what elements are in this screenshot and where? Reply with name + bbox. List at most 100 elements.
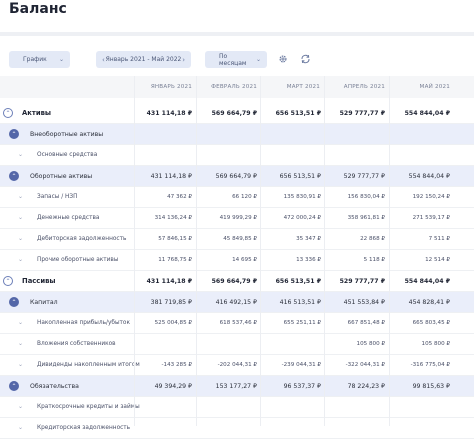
collapse-icon[interactable]: ⌃ bbox=[3, 276, 13, 286]
chevron-down-icon[interactable]: ⌄ bbox=[18, 340, 24, 347]
table-cell: 105 800 ₽ bbox=[356, 341, 385, 347]
chevron-down-icon[interactable]: ⌄ bbox=[18, 256, 24, 263]
table-cell: 271 539,17 ₽ bbox=[412, 215, 450, 221]
chevron-down-icon: ⌄ bbox=[58, 56, 64, 63]
row-label: Краткосрочные кредиты и займы bbox=[37, 404, 140, 410]
table-row[interactable]: ⌄ Дивиденды накопленным итогом -143 285 ₽ -… bbox=[0, 355, 474, 376]
row-label: Внеоборотные активы bbox=[30, 130, 104, 138]
refresh-icon[interactable] bbox=[300, 54, 311, 67]
page-title: Баланс bbox=[9, 1, 67, 17]
group-select[interactable]: По месяцам ⌄ bbox=[205, 51, 267, 68]
chevron-down-icon[interactable]: ⌄ bbox=[18, 235, 24, 242]
table-cell: 358 961,81 ₽ bbox=[347, 215, 385, 221]
table-cell: 22 868 ₽ bbox=[360, 236, 385, 242]
column-header: АПРЕЛЬ 2021 bbox=[343, 84, 385, 90]
table-row[interactable]: ⌄ Вложения собственников 105 800 ₽ 105 800 … bbox=[0, 334, 474, 355]
table-cell: 529 777,77 ₽ bbox=[339, 277, 385, 285]
table-row[interactable]: ⌄ Краткосрочные кредиты и займы bbox=[0, 397, 474, 418]
gear-icon[interactable] bbox=[278, 54, 288, 67]
table-header bbox=[0, 76, 474, 98]
table-cell: 11 768,75 ₽ bbox=[158, 257, 192, 263]
collapse-icon[interactable]: ⌃ bbox=[3, 108, 13, 118]
table-cell: 5 118 ₽ bbox=[363, 257, 385, 263]
chevron-down-icon[interactable]: ⌄ bbox=[18, 424, 24, 431]
table-cell: 554 844,04 ₽ bbox=[404, 109, 450, 117]
table-cell: 472 000,24 ₽ bbox=[283, 215, 321, 221]
table-cell: 554 844,04 ₽ bbox=[404, 277, 450, 285]
table-cell: 45 849,85 ₽ bbox=[223, 236, 257, 242]
table-cell: 655 251,11 ₽ bbox=[283, 320, 321, 326]
table-cell: 66 120 ₽ bbox=[232, 194, 257, 200]
table-cell bbox=[388, 145, 450, 165]
group-row[interactable]: ⌃ Обязательства 49 394,29 ₽ 153 177,27 ₽ 96 … bbox=[0, 376, 474, 397]
column-header: МАРТ 2021 bbox=[286, 84, 320, 90]
row-label: Капитал bbox=[30, 298, 58, 306]
group-row[interactable]: ⌃ Внеоборотные активы bbox=[0, 124, 474, 145]
column-divider bbox=[260, 76, 261, 426]
table-cell: 618 537,46 ₽ bbox=[219, 320, 257, 326]
table-cell: 525 004,85 ₽ bbox=[154, 320, 192, 326]
collapse-icon[interactable]: ⌃ bbox=[9, 171, 19, 181]
table-cell bbox=[130, 124, 192, 144]
table-cell: 105 800 ₽ bbox=[421, 341, 450, 347]
section-row[interactable]: ⌃ Активы 431 114,18 ₽ 569 664,79 ₽ 656 513,5… bbox=[0, 103, 474, 124]
row-label: Дивиденды накопленным итогом bbox=[37, 362, 140, 368]
table-cell: 57 846,15 ₽ bbox=[158, 236, 192, 242]
table-row[interactable]: ⌄ Денежные средства 314 136,24 ₽ 419 999,29… bbox=[0, 208, 474, 229]
column-divider bbox=[134, 76, 135, 426]
table-cell: 96 537,37 ₽ bbox=[283, 382, 321, 390]
table-cell bbox=[323, 145, 385, 165]
collapse-icon[interactable]: ⌃ bbox=[9, 297, 19, 307]
table-cell: 419 999,29 ₽ bbox=[219, 215, 257, 221]
chevron-right-icon[interactable]: › bbox=[182, 55, 185, 64]
table-row[interactable]: ⌄ Кредиторская задолженность bbox=[0, 418, 474, 439]
chevron-down-icon[interactable]: ⌄ bbox=[18, 319, 24, 326]
group-row[interactable]: ⌃ Оборотные активы 431 114,18 ₽ 569 664,79 … bbox=[0, 166, 474, 187]
table-row[interactable]: ⌄ Основные средства bbox=[0, 145, 474, 166]
table-cell bbox=[388, 397, 450, 417]
row-label: Пассивы bbox=[22, 277, 56, 285]
table-cell: 416 513,51 ₽ bbox=[279, 298, 321, 306]
section-row[interactable]: ⌃ Пассивы 431 114,18 ₽ 569 664,79 ₽ 656 513,… bbox=[0, 271, 474, 292]
table-cell: 49 394,29 ₽ bbox=[154, 382, 192, 390]
row-label: Вложения собственников bbox=[37, 341, 116, 347]
table-cell bbox=[195, 124, 257, 144]
collapse-icon[interactable]: ⌃ bbox=[9, 381, 19, 391]
table-cell: 153 177,27 ₽ bbox=[215, 382, 257, 390]
table-cell: 529 777,77 ₽ bbox=[343, 172, 385, 180]
group-row[interactable]: ⌃ Капитал 381 719,85 ₽ 416 492,15 ₽ 416 513,… bbox=[0, 292, 474, 313]
chevron-down-icon[interactable]: ⌄ bbox=[18, 151, 24, 158]
column-header: ФЕВРАЛЬ 2021 bbox=[211, 84, 257, 90]
chevron-down-icon[interactable]: ⌄ bbox=[18, 214, 24, 221]
table-cell: 99 815,63 ₽ bbox=[412, 382, 450, 390]
collapse-icon[interactable]: ⌃ bbox=[9, 129, 19, 139]
table-cell: 431 114,18 ₽ bbox=[146, 109, 192, 117]
table-cell: 656 513,51 ₽ bbox=[275, 277, 321, 285]
table-cell: -239 044,31 ₽ bbox=[281, 362, 321, 368]
table-cell: 529 777,77 ₽ bbox=[339, 109, 385, 117]
chevron-left-icon[interactable]: ‹ bbox=[102, 55, 105, 64]
table-cell: 569 664,79 ₽ bbox=[211, 277, 257, 285]
row-label: Активы bbox=[22, 109, 52, 117]
table-cell: 416 492,15 ₽ bbox=[215, 298, 257, 306]
row-label: Накопленная прибыль/убыток bbox=[37, 320, 130, 326]
chevron-down-icon[interactable]: ⌄ bbox=[18, 403, 24, 410]
table-row[interactable]: ⌄ Запасы / НЗП 47 362 ₽ 66 120 ₽ 135 830,91 … bbox=[0, 187, 474, 208]
table-cell: 665 803,45 ₽ bbox=[412, 320, 450, 326]
table-row[interactable]: ⌄ Прочие оборотные активы 11 768,75 ₽ 14 69… bbox=[0, 250, 474, 271]
row-label: Кредиторская задолженность bbox=[37, 425, 131, 431]
table-row[interactable]: ⌄ Дебиторская задолженность 57 846,15 ₽ 45 … bbox=[0, 229, 474, 250]
table-row[interactable]: ⌄ Накопленная прибыль/убыток 525 004,85 ₽ 6… bbox=[0, 313, 474, 334]
chevron-down-icon[interactable]: ⌄ bbox=[18, 361, 24, 368]
row-label: Дебиторская задолженность bbox=[37, 236, 127, 242]
table-cell bbox=[388, 124, 450, 144]
table-cell: 14 695 ₽ bbox=[232, 257, 257, 263]
table-cell: -202 044,31 ₽ bbox=[217, 362, 257, 368]
view-select[interactable]: График ⌄ bbox=[9, 51, 70, 68]
table-cell bbox=[259, 418, 321, 438]
chevron-down-icon[interactable]: ⌄ bbox=[18, 193, 24, 200]
table-cell bbox=[195, 145, 257, 165]
period-select[interactable]: ‹ Январь 2021 - Май 2022 › bbox=[96, 51, 191, 68]
table-cell: -143 285 ₽ bbox=[161, 362, 193, 368]
table-cell: 78 224,23 ₽ bbox=[347, 382, 385, 390]
